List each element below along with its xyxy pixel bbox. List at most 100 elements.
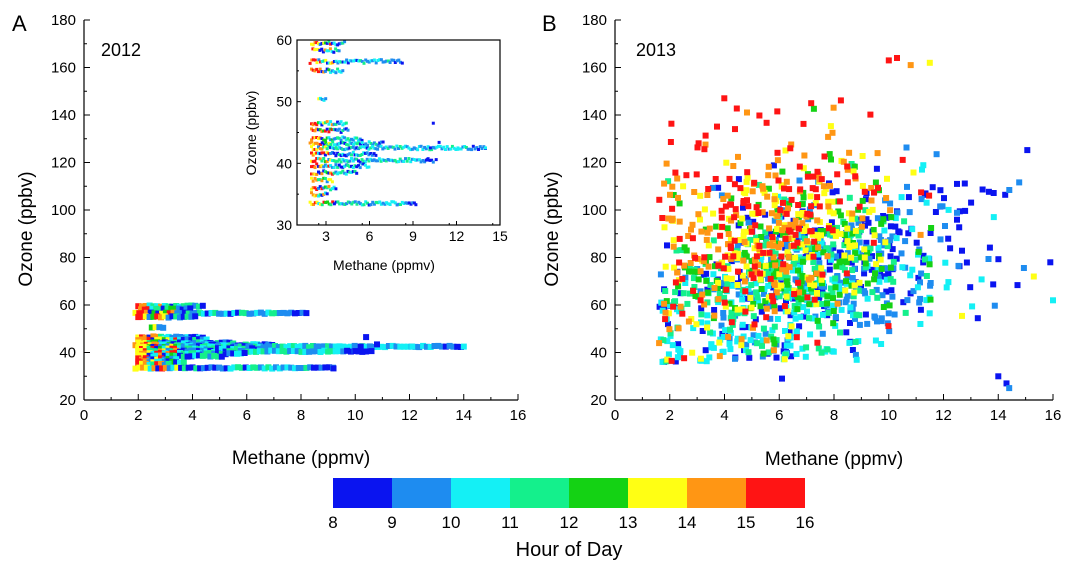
panel-b-point bbox=[726, 340, 733, 347]
panel-b-point bbox=[755, 261, 762, 268]
panel-b-point bbox=[836, 283, 843, 290]
inset-point bbox=[322, 151, 326, 155]
panel-b-point bbox=[800, 165, 807, 172]
panel-a-point bbox=[166, 365, 173, 372]
panel-a-point bbox=[135, 314, 142, 321]
inset-point bbox=[334, 59, 338, 63]
panel-b-point bbox=[732, 206, 739, 213]
inset-point bbox=[313, 69, 317, 73]
panel-b-point bbox=[839, 264, 846, 271]
inset-point bbox=[360, 138, 364, 142]
panel-b-point bbox=[711, 285, 718, 291]
inset-point bbox=[362, 203, 366, 207]
inset-point bbox=[358, 146, 362, 150]
inset-point bbox=[360, 145, 364, 149]
inset-point bbox=[332, 143, 336, 147]
inset-point bbox=[365, 151, 369, 155]
panel-b-point bbox=[700, 271, 707, 278]
panel-a-point bbox=[317, 349, 324, 355]
inset-point bbox=[327, 164, 331, 168]
panel-b-point bbox=[842, 299, 849, 306]
panel-b-point bbox=[802, 223, 809, 230]
panel-b-point bbox=[704, 299, 711, 306]
panel-b-point bbox=[699, 328, 706, 334]
panel-b-point bbox=[752, 222, 759, 229]
panel-a-y-tick-label: 40 bbox=[59, 345, 76, 362]
panel-a-point bbox=[157, 306, 163, 313]
panel-b-point bbox=[795, 279, 802, 286]
inset-point bbox=[313, 41, 317, 45]
panel-b-point bbox=[755, 210, 762, 216]
panel-b-point bbox=[771, 323, 778, 330]
panel-b-point bbox=[675, 341, 682, 348]
inset-point bbox=[353, 200, 357, 204]
panel-b-point bbox=[916, 299, 923, 306]
inset-point bbox=[412, 146, 416, 150]
panel-b-point bbox=[777, 207, 784, 214]
panel-b-point bbox=[799, 220, 806, 227]
inset-point bbox=[334, 160, 338, 164]
panel-b-point bbox=[800, 209, 806, 216]
inset-point bbox=[317, 145, 320, 149]
panel-b-point bbox=[733, 105, 740, 112]
panel-a-point bbox=[173, 353, 180, 359]
inset-point bbox=[316, 48, 320, 51]
inset-point bbox=[410, 147, 414, 151]
colorbar-tick-label: 15 bbox=[737, 513, 756, 532]
inset-point bbox=[351, 170, 355, 174]
inset-point bbox=[332, 41, 336, 45]
panel-b-point bbox=[710, 210, 717, 217]
inset-point bbox=[332, 122, 336, 126]
panel-b-point bbox=[748, 304, 755, 311]
panel-b-point bbox=[725, 265, 732, 272]
inset-point bbox=[330, 165, 334, 169]
panel-b-point bbox=[742, 308, 749, 315]
panel-b-point bbox=[836, 198, 843, 205]
inset-point bbox=[339, 120, 343, 124]
panel-b-point bbox=[856, 203, 863, 210]
panel-b-point bbox=[669, 183, 676, 190]
panel-b-point bbox=[824, 253, 831, 260]
inset-point bbox=[334, 154, 338, 158]
inset-point bbox=[324, 97, 328, 101]
inset-point bbox=[379, 140, 383, 144]
panel-b-point bbox=[794, 243, 801, 250]
panel-a-point bbox=[149, 305, 156, 312]
panel-b-point bbox=[695, 211, 702, 218]
panel-b-point bbox=[875, 265, 882, 272]
panel-a-point bbox=[272, 347, 278, 354]
panel-b-point bbox=[806, 244, 813, 251]
panel-b-extreme-point bbox=[894, 55, 900, 61]
panel-b-point bbox=[872, 270, 878, 277]
panel-b-point bbox=[909, 226, 916, 233]
panel-a-point bbox=[336, 348, 343, 355]
panel-b-point bbox=[784, 308, 791, 315]
panel-a-point bbox=[363, 343, 370, 350]
panel-a-point bbox=[136, 364, 143, 371]
panel-b-point bbox=[687, 260, 694, 266]
inset-point bbox=[334, 71, 338, 75]
panel-b-point bbox=[676, 218, 683, 225]
panel-b-point bbox=[820, 311, 826, 318]
inset-point bbox=[323, 69, 327, 73]
panel-b-point bbox=[753, 234, 760, 241]
inset-point bbox=[390, 158, 393, 162]
panel-b-point bbox=[704, 324, 711, 331]
panel-b-point bbox=[808, 274, 815, 281]
inset-point bbox=[348, 138, 352, 142]
panel-a-x-tick-label: 12 bbox=[401, 407, 418, 424]
panel-b-point bbox=[704, 289, 711, 296]
panel-b-point bbox=[734, 335, 741, 342]
panel-b-point bbox=[734, 282, 741, 288]
panel-b-point bbox=[913, 239, 920, 246]
inset-point bbox=[336, 200, 340, 204]
panel-b-point bbox=[830, 320, 837, 327]
inset-point bbox=[332, 185, 336, 189]
panel-a-point bbox=[177, 359, 183, 366]
panel-b-point bbox=[847, 304, 854, 311]
panel-b-point bbox=[796, 177, 803, 184]
panel-b-point bbox=[781, 303, 788, 310]
panel-b-point bbox=[703, 236, 710, 243]
panel-b-point bbox=[734, 306, 741, 313]
panel-b-point bbox=[937, 203, 944, 210]
